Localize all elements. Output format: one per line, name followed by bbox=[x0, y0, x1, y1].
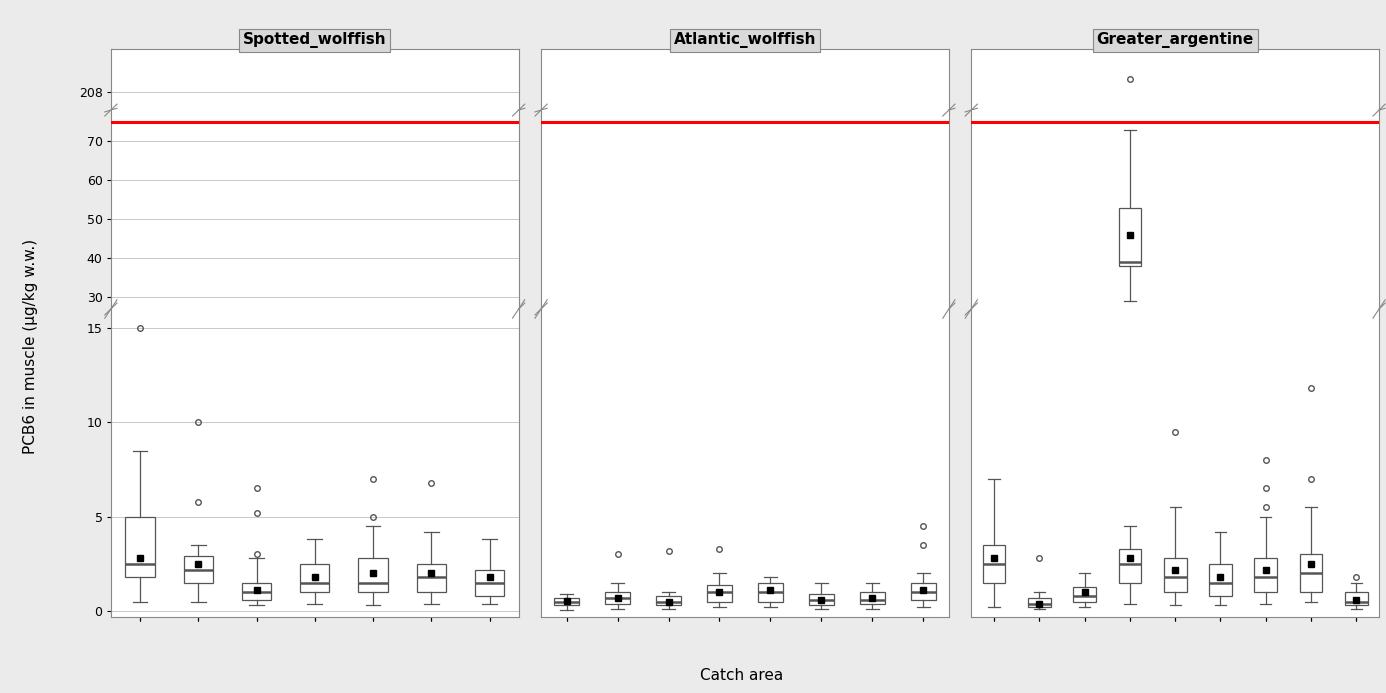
PathPatch shape bbox=[758, 583, 783, 602]
Title: Greater_argentine: Greater_argentine bbox=[1096, 33, 1254, 49]
PathPatch shape bbox=[604, 593, 631, 604]
PathPatch shape bbox=[859, 593, 886, 604]
PathPatch shape bbox=[475, 570, 505, 596]
Text: PCB6 in muscle (μg/kg w.w.): PCB6 in muscle (μg/kg w.w.) bbox=[24, 239, 37, 454]
PathPatch shape bbox=[1073, 586, 1096, 602]
PathPatch shape bbox=[911, 583, 936, 599]
PathPatch shape bbox=[656, 596, 682, 606]
PathPatch shape bbox=[243, 583, 272, 599]
Title: Spotted_wolffish: Spotted_wolffish bbox=[243, 33, 387, 49]
PathPatch shape bbox=[126, 517, 155, 577]
PathPatch shape bbox=[301, 564, 330, 593]
Text: Catch area: Catch area bbox=[700, 668, 783, 683]
PathPatch shape bbox=[983, 545, 1005, 583]
PathPatch shape bbox=[1119, 549, 1141, 583]
PathPatch shape bbox=[417, 564, 446, 593]
Title: Atlantic_wolffish: Atlantic_wolffish bbox=[674, 33, 816, 49]
PathPatch shape bbox=[1300, 554, 1322, 593]
PathPatch shape bbox=[808, 594, 834, 606]
PathPatch shape bbox=[1119, 208, 1141, 266]
PathPatch shape bbox=[1254, 559, 1277, 593]
PathPatch shape bbox=[1344, 593, 1368, 606]
PathPatch shape bbox=[359, 559, 388, 593]
PathPatch shape bbox=[707, 585, 732, 602]
PathPatch shape bbox=[554, 598, 579, 606]
PathPatch shape bbox=[1164, 559, 1186, 593]
PathPatch shape bbox=[184, 556, 213, 583]
PathPatch shape bbox=[1028, 598, 1051, 607]
PathPatch shape bbox=[1209, 564, 1232, 596]
